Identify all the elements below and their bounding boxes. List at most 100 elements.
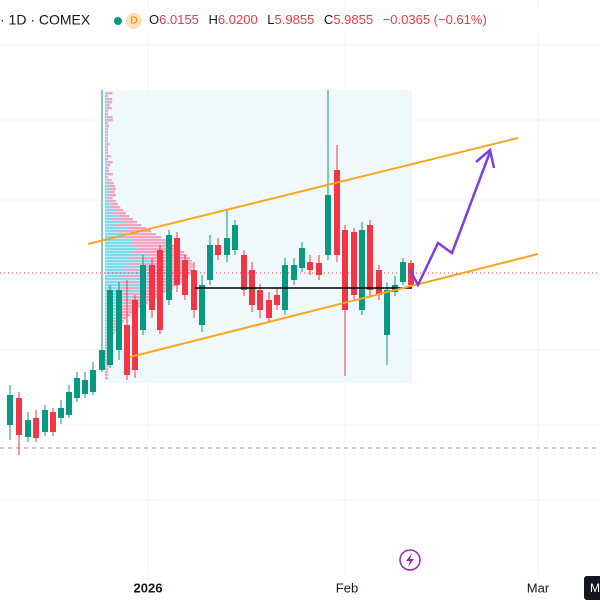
- vp-buy: [105, 185, 110, 187]
- vp-buy: [105, 215, 119, 217]
- candle-body: [140, 265, 146, 330]
- candle-body: [342, 230, 348, 310]
- vp-buy: [105, 332, 107, 334]
- vp-sell: [106, 167, 109, 169]
- time-label: 2026: [134, 580, 163, 595]
- vp-buy: [105, 167, 106, 169]
- candle-body: [191, 270, 197, 310]
- vp-buy: [105, 191, 110, 193]
- vp-sell: [106, 143, 110, 145]
- vp-buy: [105, 149, 106, 151]
- candle-body: [66, 392, 72, 415]
- vp-buy: [105, 362, 106, 364]
- vp-buy: [105, 158, 107, 160]
- vp-buy: [105, 248, 138, 250]
- vp-sell: [108, 200, 117, 202]
- vp-sell: [106, 155, 111, 157]
- vp-sell: [106, 122, 108, 124]
- candle-body: [33, 418, 39, 438]
- projection-arrow: [410, 152, 490, 285]
- candle-body: [157, 250, 163, 330]
- vp-sell: [114, 224, 142, 226]
- vp-sell: [107, 161, 113, 163]
- vp-buy: [105, 230, 118, 232]
- vp-buy: [105, 194, 108, 196]
- candle-body: [25, 420, 31, 437]
- vp-buy: [105, 98, 107, 100]
- vp-sell: [108, 101, 111, 103]
- vp-sell: [107, 98, 112, 100]
- vp-buy: [105, 269, 124, 271]
- vp-buy: [105, 176, 106, 178]
- vp-sell: [107, 95, 108, 97]
- vp-sell: [107, 140, 108, 142]
- vp-sell: [127, 227, 146, 229]
- vp-buy: [105, 203, 113, 205]
- vp-buy: [105, 245, 133, 247]
- vp-sell: [106, 125, 109, 127]
- vp-buy: [105, 254, 145, 256]
- candle-body: [50, 412, 56, 432]
- vp-buy: [105, 170, 107, 172]
- vp-sell: [107, 146, 108, 148]
- vp-buy: [105, 371, 106, 373]
- vp-buy: [105, 122, 106, 124]
- vp-buy: [105, 218, 111, 220]
- candle-body: [90, 370, 96, 392]
- vp-buy: [105, 137, 106, 139]
- vp-buy: [105, 116, 108, 118]
- vp-buy: [105, 227, 127, 229]
- vp-sell: [106, 377, 108, 379]
- vp-sell: [107, 134, 108, 136]
- vp-buy: [105, 179, 108, 181]
- candle-body: [7, 395, 13, 425]
- candle-body: [174, 238, 180, 285]
- vp-buy: [105, 107, 108, 109]
- vp-sell: [108, 179, 112, 181]
- vp-buy: [105, 212, 109, 214]
- vp-buy: [105, 338, 107, 340]
- candle-body: [132, 300, 138, 370]
- vp-sell: [106, 110, 108, 112]
- vp-buy: [105, 152, 107, 154]
- vp-sell: [106, 371, 108, 373]
- vp-sell: [132, 239, 166, 241]
- vp-buy: [105, 221, 123, 223]
- candle-body: [257, 290, 263, 310]
- ohlc: O6.0155 H6.0200 L5.9855 C5.9855 −0.0365 …: [149, 12, 487, 27]
- vp-buy: [105, 257, 129, 259]
- vp-sell: [110, 191, 115, 193]
- vp-sell: [107, 365, 109, 367]
- candle-body: [274, 295, 280, 305]
- vp-buy: [105, 242, 130, 244]
- candle-body: [376, 270, 382, 295]
- candle-body: [266, 300, 272, 318]
- vp-buy: [105, 344, 106, 346]
- vp-buy: [105, 125, 106, 127]
- vp-sell: [110, 185, 115, 187]
- candle-body: [224, 238, 230, 255]
- vp-sell: [113, 203, 118, 205]
- vp-buy: [105, 287, 120, 289]
- vp-buy: [105, 146, 107, 148]
- vp-sell: [130, 242, 171, 244]
- vp-buy: [105, 356, 106, 358]
- time-label: Feb: [336, 580, 358, 595]
- vp-sell: [109, 212, 126, 214]
- candle-body: [42, 410, 48, 432]
- candle-body: [99, 350, 105, 370]
- candle-body: [299, 248, 305, 268]
- vp-buy: [105, 104, 107, 106]
- vp-sell: [108, 164, 111, 166]
- vp-buy: [105, 266, 155, 268]
- candle-body: [367, 225, 373, 290]
- vp-sell: [107, 170, 109, 172]
- vp-sell: [107, 152, 108, 154]
- vp-buy: [105, 365, 107, 367]
- candle-body: [166, 235, 172, 300]
- time-label: Mar: [527, 580, 550, 595]
- candle-body: [149, 265, 155, 310]
- vp-buy: [105, 182, 108, 184]
